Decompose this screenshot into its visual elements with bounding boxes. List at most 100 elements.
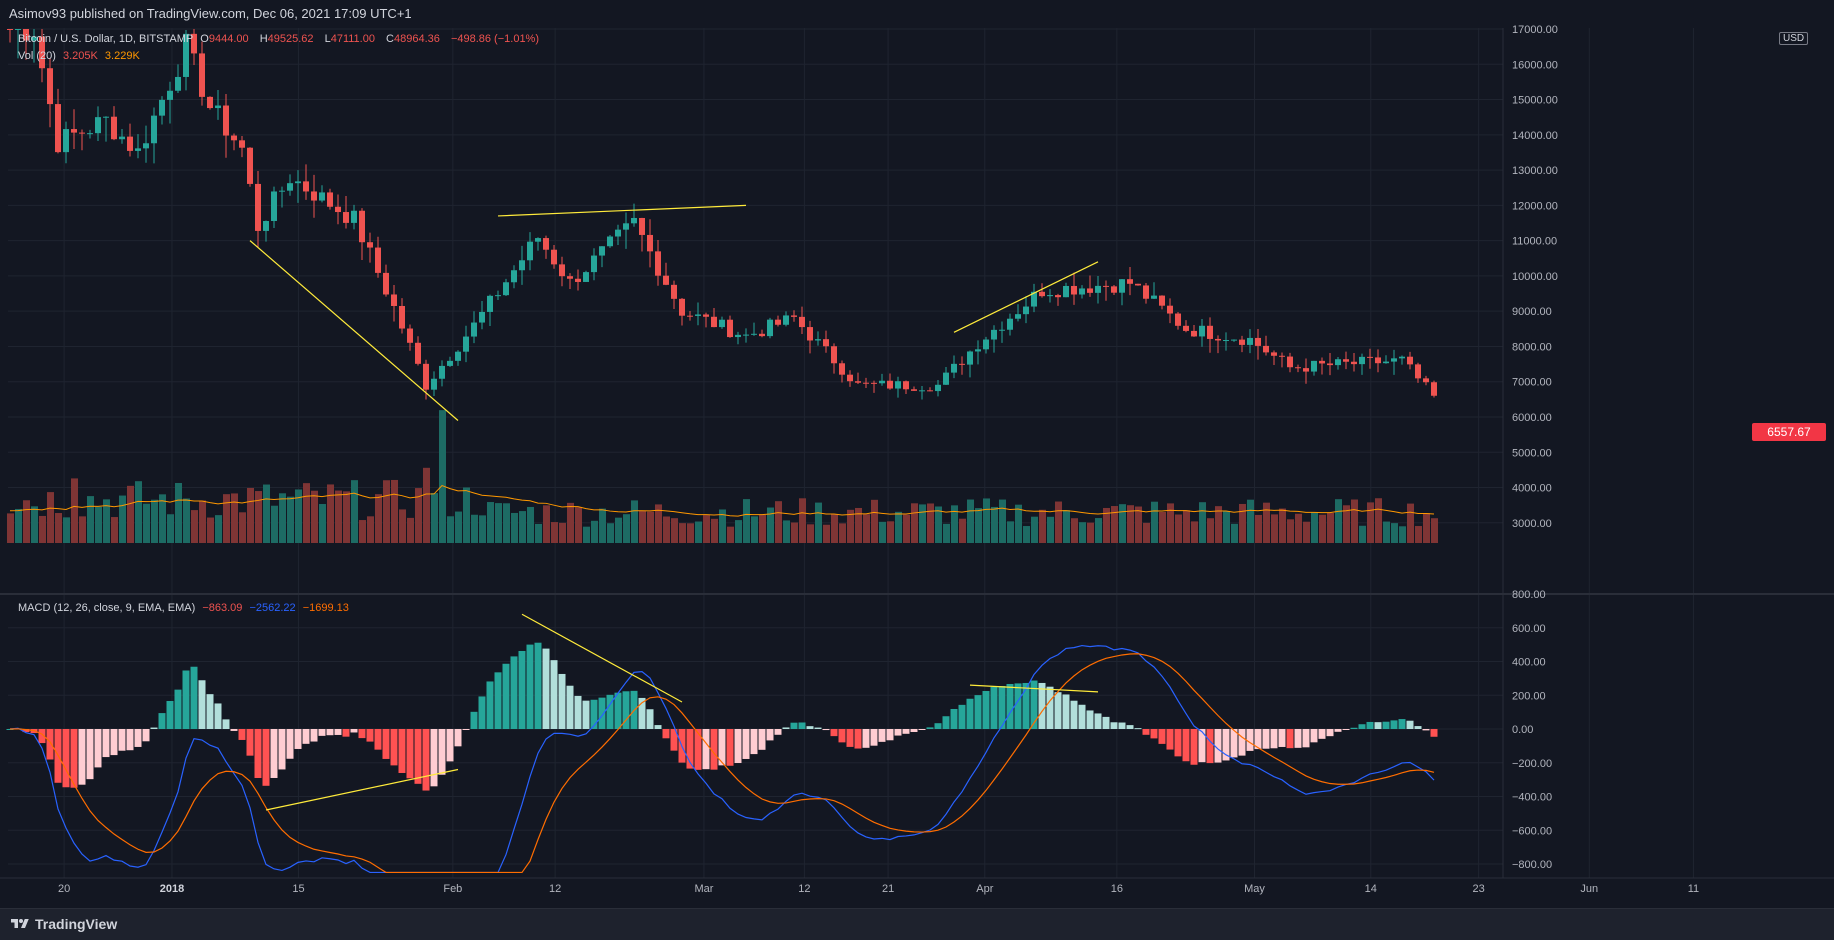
volume-bar [495, 503, 502, 543]
macd-histogram-bar [278, 729, 286, 770]
candle-body [1135, 283, 1141, 286]
candle-body [127, 136, 133, 151]
candle-body [223, 105, 229, 136]
candle-body [47, 68, 53, 105]
volume-bar [1351, 499, 1358, 543]
candle-body [983, 339, 989, 350]
candle-body [1399, 356, 1405, 359]
candle-body [935, 384, 941, 392]
macd-histogram-bar [846, 729, 854, 747]
macd-histogram-bar [1270, 729, 1278, 749]
macd-histogram-bar [1414, 726, 1422, 729]
volume-bar [455, 511, 462, 543]
candle-body [327, 192, 333, 207]
volume-bar [607, 523, 614, 543]
candle-body [575, 278, 581, 282]
macd-histogram-bar [934, 723, 942, 729]
macd-histogram-bar [990, 686, 998, 729]
low-value: 47111.00 [330, 33, 375, 45]
macd-histogram-bar [1358, 724, 1366, 729]
volume-bar [1071, 518, 1078, 543]
currency-badge[interactable]: USD [1779, 32, 1809, 45]
volume-bar [847, 509, 854, 543]
volume-bar [703, 515, 710, 543]
candle-body [719, 319, 725, 328]
candle-body [879, 380, 885, 384]
macd-histogram-bar [350, 729, 358, 733]
macd-histogram-bar [742, 729, 750, 759]
candle-body [919, 390, 925, 392]
volume-bar [719, 509, 726, 543]
close-value: 48964.36 [393, 33, 440, 45]
price-axis-label: 11000.00 [1512, 236, 1557, 248]
macd-histogram-bar [886, 729, 894, 741]
candle-body [255, 183, 261, 231]
candle-body [551, 249, 557, 265]
price-chart[interactable]: 17000.00 16000.00 15000.00 14000.00 13000.00… [0, 0, 1834, 908]
macd-histogram-bar [230, 729, 238, 731]
volume-bar [559, 522, 566, 543]
macd-histogram-bar [1262, 729, 1270, 749]
macd-histogram-bar [310, 729, 318, 742]
macd-histogram-bar [910, 729, 918, 733]
close-label: C [386, 33, 394, 45]
volume-bar [975, 508, 982, 543]
volume-bar [231, 493, 238, 543]
macd-histogram-bar [22, 729, 30, 733]
volume-bar [295, 489, 302, 543]
candle-body [287, 183, 293, 191]
high-label: H [259, 33, 268, 45]
macd-histogram-bar [206, 694, 214, 729]
volume-bar [143, 503, 150, 543]
volume-bar [79, 516, 86, 543]
volume-bar [271, 505, 278, 543]
tradingview-logo[interactable]: TradingView [10, 916, 117, 932]
candle-body [1063, 285, 1069, 298]
macd-histogram-bar [1390, 720, 1398, 729]
time-axis-label: 11 [1688, 883, 1699, 895]
symbol-name: Bitcoin / U.S. Dollar, 1D, BITSTAMP [18, 33, 194, 45]
candle-body [1023, 306, 1029, 315]
candle-body [839, 363, 845, 375]
volume-bar [335, 490, 342, 543]
time-axis-label: Jun [1580, 883, 1598, 895]
price-axis-label: 14000.00 [1512, 130, 1558, 142]
candle-body [887, 380, 893, 389]
macd-hist-value: −863.09 [202, 602, 243, 614]
volume-bar [1287, 519, 1294, 543]
macd-histogram-bar [134, 729, 142, 747]
volume-bar [919, 504, 926, 543]
candle-body [671, 284, 677, 299]
macd-histogram-bar [710, 729, 718, 770]
candle-body [319, 192, 325, 201]
candle-body [119, 136, 125, 140]
time-axis-label: 2018 [160, 883, 184, 895]
candle-body [991, 329, 997, 340]
macd-histogram-bar [926, 727, 934, 729]
volume-bar [1263, 502, 1270, 543]
candle-body [143, 143, 149, 149]
macd-histogram-bar [1190, 729, 1198, 765]
volume-bar [1327, 513, 1334, 543]
brand-name: TradingView [35, 916, 118, 932]
macd-histogram-bar [1246, 729, 1254, 751]
candle-body [1231, 339, 1237, 341]
candle-body [655, 251, 661, 276]
macd-histogram-bar [166, 700, 174, 729]
macd-histogram-bar [942, 716, 950, 729]
macd-histogram-bar [638, 697, 646, 729]
volume-bar [831, 514, 838, 543]
macd-histogram-bar [542, 648, 550, 729]
volume-bar [1231, 523, 1238, 543]
volume-bar [71, 478, 78, 543]
candle-body [1119, 279, 1125, 293]
candle-body [1391, 358, 1397, 362]
volume-bar [479, 515, 486, 543]
volume-bar [551, 522, 558, 543]
macd-histogram-bar [894, 729, 902, 736]
macd-histogram-bar [262, 729, 270, 786]
macd-histogram-bar [1286, 729, 1294, 749]
time-axis-label: 14 [1365, 883, 1377, 895]
candle-body [383, 272, 389, 295]
candle-body [607, 236, 613, 247]
